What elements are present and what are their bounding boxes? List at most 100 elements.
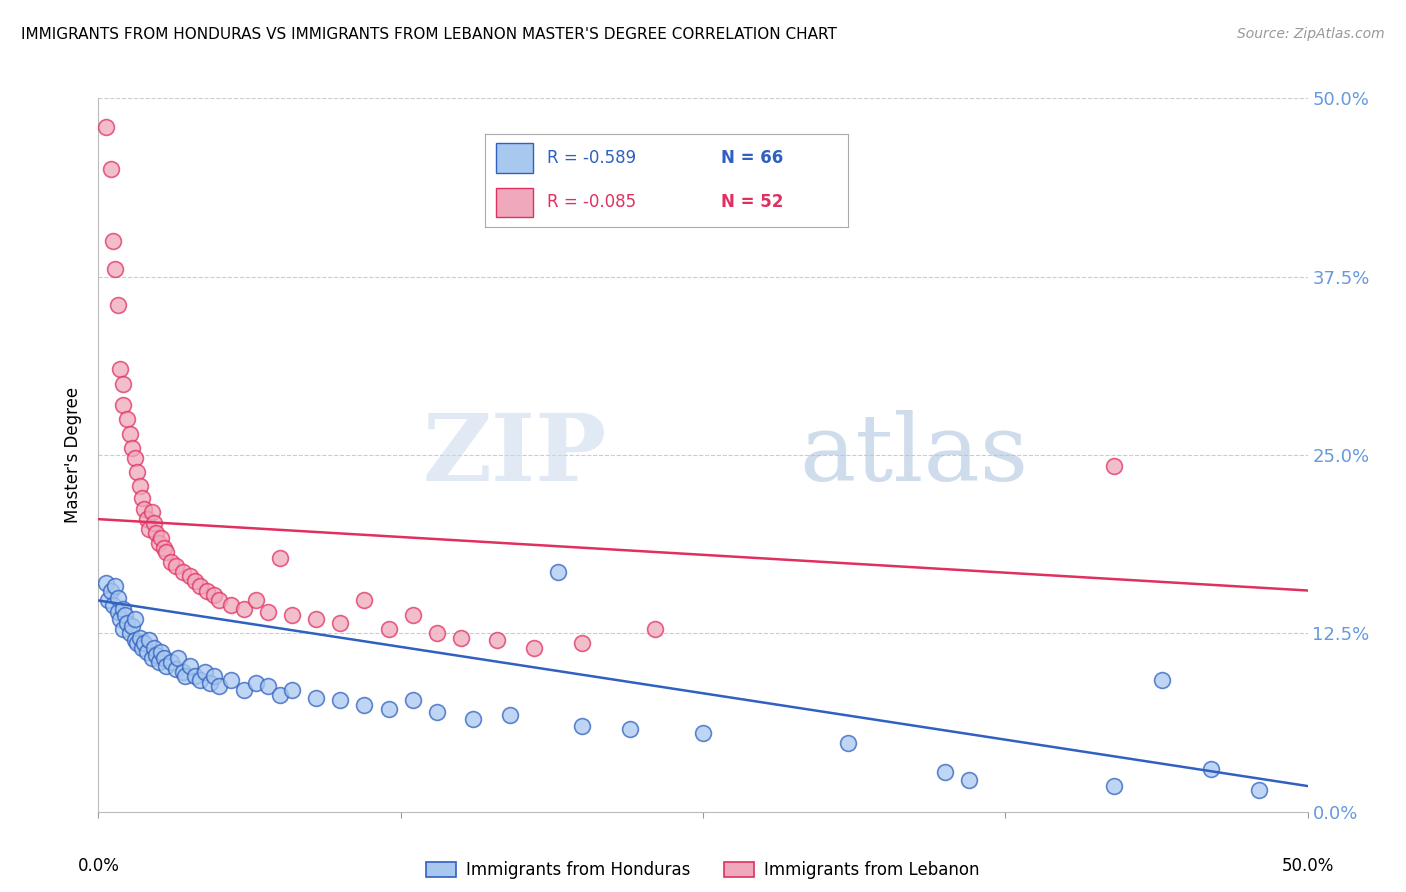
Text: ZIP: ZIP	[422, 410, 606, 500]
Point	[188, 673, 211, 688]
Point	[188, 579, 211, 593]
Point	[450, 631, 472, 645]
Point	[208, 679, 231, 693]
Point	[135, 645, 157, 659]
Point	[127, 465, 149, 479]
Point	[104, 262, 127, 277]
Text: 0.0%: 0.0%	[77, 857, 120, 875]
Point	[101, 234, 124, 248]
Point	[377, 702, 399, 716]
Point	[135, 512, 157, 526]
Text: R = -0.589: R = -0.589	[547, 149, 636, 167]
Point	[152, 650, 174, 665]
Point	[174, 669, 197, 683]
Point	[179, 569, 201, 583]
Text: 50.0%: 50.0%	[1281, 857, 1334, 875]
Point	[145, 648, 167, 662]
Point	[111, 622, 134, 636]
Point	[124, 450, 146, 465]
Point	[486, 633, 509, 648]
FancyBboxPatch shape	[496, 143, 533, 173]
Text: N = 52: N = 52	[721, 194, 783, 211]
Point	[131, 640, 153, 655]
Text: N = 66: N = 66	[721, 149, 783, 167]
Point	[143, 516, 166, 531]
Point	[402, 607, 425, 622]
Point	[121, 441, 143, 455]
Point	[138, 633, 160, 648]
Point	[269, 550, 291, 565]
Point	[167, 650, 190, 665]
Point	[134, 636, 156, 650]
Point	[172, 565, 194, 579]
Point	[148, 536, 170, 550]
Point	[111, 398, 134, 412]
Point	[204, 669, 226, 683]
Point	[221, 598, 243, 612]
Point	[1249, 783, 1271, 797]
Point	[204, 588, 226, 602]
Point	[256, 679, 278, 693]
Point	[245, 593, 267, 607]
Point	[160, 655, 183, 669]
Point	[329, 693, 352, 707]
Point	[124, 633, 146, 648]
Point	[245, 676, 267, 690]
Point	[195, 583, 218, 598]
Point	[281, 683, 304, 698]
Point	[104, 579, 127, 593]
Point	[269, 688, 291, 702]
Point	[97, 593, 120, 607]
Point	[165, 662, 187, 676]
Point	[353, 698, 375, 712]
Point	[138, 522, 160, 536]
Point	[118, 426, 141, 441]
Point	[184, 574, 207, 588]
Point	[141, 650, 163, 665]
Point	[426, 705, 449, 719]
Point	[329, 616, 352, 631]
Point	[221, 673, 243, 688]
Point	[143, 640, 166, 655]
Point	[107, 605, 129, 619]
Point	[111, 376, 134, 391]
Point	[107, 298, 129, 312]
Point	[426, 626, 449, 640]
Point	[141, 505, 163, 519]
Point	[232, 683, 254, 698]
Point	[571, 636, 593, 650]
Point	[957, 773, 980, 788]
Point	[94, 120, 117, 134]
Point	[155, 545, 177, 559]
Point	[644, 622, 666, 636]
Point	[101, 598, 124, 612]
Y-axis label: Master's Degree: Master's Degree	[65, 387, 83, 523]
Point	[128, 479, 150, 493]
Point	[108, 612, 131, 626]
Point	[353, 593, 375, 607]
Point	[498, 707, 520, 722]
Point	[571, 719, 593, 733]
Point	[108, 362, 131, 376]
Point	[94, 576, 117, 591]
Point	[127, 636, 149, 650]
Point	[305, 690, 328, 705]
Point	[145, 526, 167, 541]
Point	[100, 583, 122, 598]
Point	[117, 616, 139, 631]
Point	[208, 593, 231, 607]
Point	[134, 502, 156, 516]
Point	[256, 605, 278, 619]
FancyBboxPatch shape	[496, 187, 533, 218]
Point	[128, 631, 150, 645]
Point	[179, 659, 201, 673]
Point	[232, 602, 254, 616]
Point	[547, 565, 569, 579]
Text: atlas: atlas	[800, 410, 1029, 500]
Point	[1102, 779, 1125, 793]
Point	[194, 665, 217, 679]
Point	[1102, 459, 1125, 474]
Point	[150, 645, 173, 659]
Point	[172, 665, 194, 679]
Point	[114, 607, 136, 622]
